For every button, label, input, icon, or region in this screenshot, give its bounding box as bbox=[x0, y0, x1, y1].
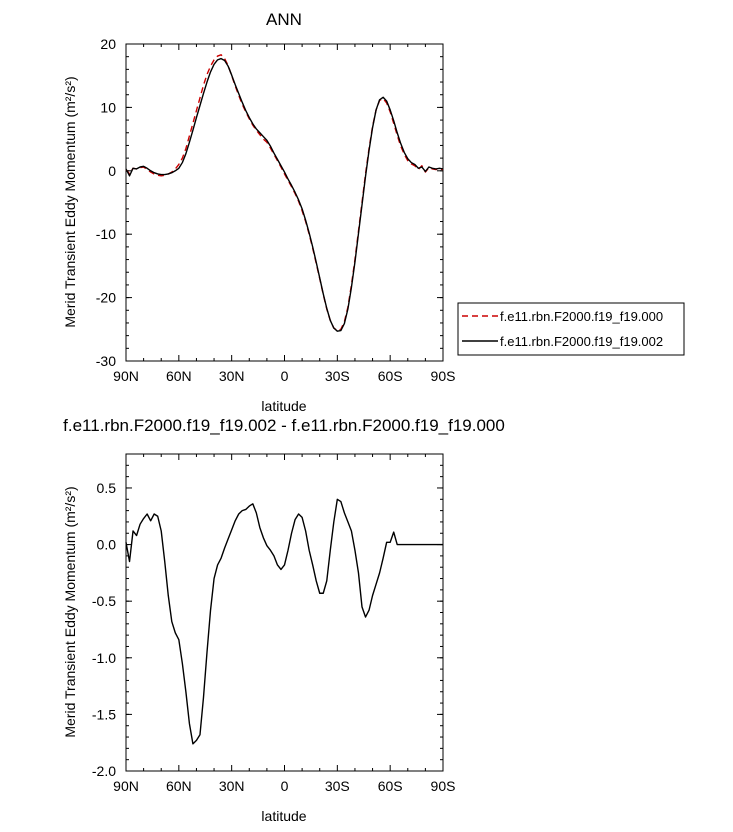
bottom-plot-area: 90N 60N 30N 0 30S 60S 90S 0.5 0.0 -0.5 -1.0 -1.5 -2.… bbox=[92, 453, 456, 794]
legend-label-series-2: f.e11.rbn.F2000.f19_f19.002 bbox=[500, 334, 663, 349]
legend-label-series-1: f.e11.rbn.F2000.f19_f19.000 bbox=[500, 309, 663, 324]
chart-bottom-x-tick-label: 60S bbox=[378, 778, 403, 794]
chart-top-series-line-1 bbox=[125, 54, 444, 332]
chart-bottom-y-tick-label: 0.5 bbox=[97, 480, 117, 496]
chart-bottom-series-line-1 bbox=[125, 498, 443, 745]
chart-top-y-tick-label: -10 bbox=[96, 226, 116, 242]
chart-top-x-tick-label: 90S bbox=[431, 368, 456, 384]
chart-bottom-y-tick-label: 0.0 bbox=[97, 537, 117, 553]
chart-bottom-y-tick-label: -1.0 bbox=[92, 650, 116, 666]
chart-top-x-tick-label: 60N bbox=[166, 368, 192, 384]
legend: f.e11.rbn.F2000.f19_f19.000 f.e11.rbn.F2… bbox=[457, 302, 685, 356]
chart-top-y-tick-label: 10 bbox=[100, 99, 116, 115]
chart-top-title: ANN bbox=[266, 10, 302, 29]
chart-top-x-tick-label: 90N bbox=[113, 368, 139, 384]
chart-bottom-x-tick-label: 30N bbox=[219, 778, 245, 794]
chart-top-frame bbox=[125, 43, 444, 362]
chart-top-y-tick-label: 20 bbox=[100, 36, 116, 52]
chart-bottom: f.e11.rbn.F2000.f19_f19.002 - f.e11.rbn.… bbox=[62, 416, 505, 824]
chart-top-ylabel: Merid Transient Eddy Momentum (m²/s²) bbox=[62, 76, 78, 327]
chart-bottom-y-tick-label: -1.5 bbox=[92, 706, 116, 722]
chart-bottom-y-tick-label: -2.0 bbox=[92, 763, 116, 779]
chart-bottom-title: f.e11.rbn.F2000.f19_f19.002 - f.e11.rbn.… bbox=[63, 416, 505, 435]
chart-top-y-tick-label: -20 bbox=[96, 290, 116, 306]
legend-box bbox=[457, 302, 685, 356]
chart-bottom-frame bbox=[125, 453, 444, 772]
chart-top-x-tick-label: 60S bbox=[378, 368, 403, 384]
chart-bottom-x-tick-label: 30S bbox=[325, 778, 350, 794]
top-plot-area: 90N 60N 30N 0 30S 60S 90S 20 10 0 -10 -20 -30 bbox=[96, 36, 456, 384]
chart-top-x-tick-label: 0 bbox=[281, 368, 289, 384]
chart-bottom-x-tick-label: 0 bbox=[281, 778, 289, 794]
chart-top-xlabel: latitude bbox=[261, 398, 306, 414]
chart-top-series-line-2 bbox=[125, 57, 444, 332]
chart-bottom-x-tick-label: 90S bbox=[431, 778, 456, 794]
chart-bottom-xlabel: latitude bbox=[261, 808, 306, 824]
chart-bottom-y-tick-label: -0.5 bbox=[92, 593, 116, 609]
chart-top-x-tick-label: 30S bbox=[325, 368, 350, 384]
chart-bottom-x-tick-label: 90N bbox=[113, 778, 139, 794]
chart-bottom-x-tick-label: 60N bbox=[166, 778, 192, 794]
chart-bottom-ylabel: Merid Transient Eddy Momentum (m²/s²) bbox=[62, 486, 78, 737]
chart-top: ANN 90N 60N 30N 0 30S 60S 90S 20 10 0 -10 -20 -30 la… bbox=[62, 10, 685, 414]
chart-top-y-tick-label: -30 bbox=[96, 353, 116, 369]
chart-top-y-tick-label: 0 bbox=[108, 163, 116, 179]
chart-top-x-tick-label: 30N bbox=[219, 368, 245, 384]
